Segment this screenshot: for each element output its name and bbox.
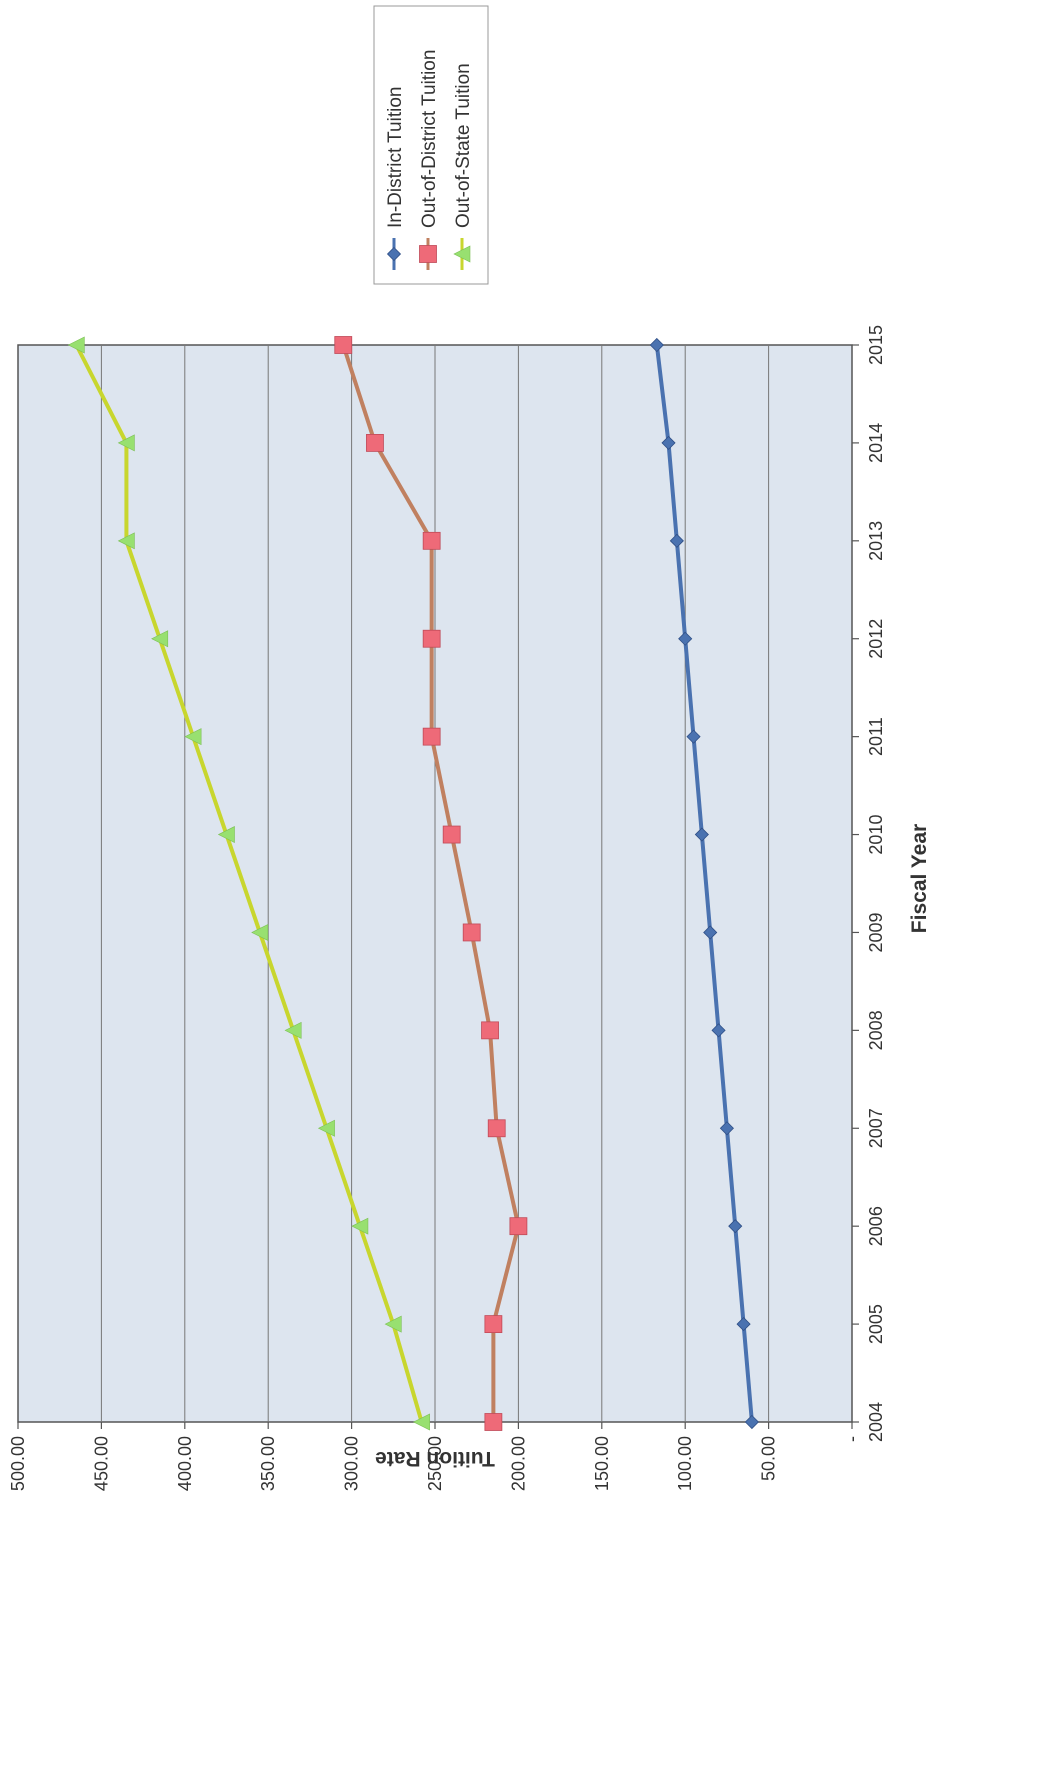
x-tick-label: 2014 — [866, 423, 886, 463]
data-point-marker — [422, 629, 441, 648]
data-point-marker — [251, 923, 269, 941]
y-tick-label: 250.00 — [425, 1436, 445, 1491]
x-tick-label: 2004 — [866, 1402, 886, 1442]
series-1 — [649, 337, 759, 1430]
x-tick-label: 2011 — [866, 717, 886, 756]
y-tick-label: - — [842, 1436, 862, 1442]
data-point-marker — [412, 1413, 430, 1431]
data-point-marker — [509, 1217, 528, 1236]
data-point-marker — [744, 1414, 759, 1430]
x-tick-label: 2013 — [866, 521, 886, 561]
data-point-marker — [284, 1021, 302, 1039]
legend-label: Out-of-State Tuition — [453, 63, 474, 228]
x-tick-label: 2012 — [866, 619, 886, 659]
plot-area: 2004 2005 2006 2007 2008 2009 2010 2011 2012 2013… — [8, 325, 886, 1491]
data-point-marker — [678, 631, 693, 646]
data-point-marker — [649, 337, 664, 353]
series-3 — [67, 336, 430, 1431]
data-point-marker — [422, 727, 441, 746]
series-line — [74, 344, 424, 1423]
y-axis-title: Tuition Rate — [375, 1447, 495, 1470]
data-point-marker — [117, 434, 135, 452]
y-tick-label: 50.00 — [759, 1436, 779, 1481]
data-point-marker — [711, 1023, 726, 1038]
legend-box — [373, 5, 489, 285]
data-point-marker — [334, 336, 353, 354]
data-point-marker — [484, 1413, 503, 1431]
data-point-marker — [453, 245, 471, 263]
y-tick-label: 400.00 — [175, 1436, 195, 1491]
legend-item: Out-of-District Tuition — [419, 50, 440, 270]
y-tick-label: 100.00 — [675, 1436, 695, 1491]
y-tick-label: 300.00 — [342, 1436, 362, 1491]
y-tick-label: 200.00 — [508, 1436, 528, 1491]
x-tick-label: 2007 — [866, 1108, 886, 1148]
data-point-marker — [442, 825, 461, 844]
data-point-marker — [686, 729, 701, 744]
x-tick-label: 2015 — [866, 325, 886, 365]
x-tick-label: 2009 — [866, 912, 886, 952]
data-point-marker — [481, 1021, 499, 1040]
y-tick-label: 450.00 — [91, 1436, 111, 1491]
data-point-marker — [694, 827, 709, 842]
y-tick-label: 500.00 — [8, 1436, 28, 1491]
legend-item: In-District Tuition — [385, 87, 406, 270]
data-point-marker — [728, 1219, 743, 1234]
x-tick-label: 2008 — [866, 1010, 886, 1050]
series-line — [341, 344, 521, 1422]
data-point-marker — [736, 1317, 751, 1332]
legend: In-District Tuition Out-of-District Tuiti… — [373, 5, 489, 285]
data-point-marker — [366, 434, 384, 452]
x-axis-ticks: 2004 2005 2006 2007 2008 2009 2010 2011 2012 2013… — [852, 325, 886, 1442]
legend-item: Out-of-State Tuition — [453, 63, 474, 270]
data-point-marker — [719, 1121, 734, 1136]
data-point-marker — [67, 336, 85, 354]
data-point-marker — [487, 1119, 506, 1138]
x-tick-label: 2010 — [866, 815, 886, 855]
series-2 — [334, 336, 528, 1431]
data-point-marker — [117, 532, 135, 550]
data-point-marker — [669, 533, 684, 548]
x-axis-title: Fiscal Year — [908, 824, 931, 933]
data-point-marker — [151, 630, 169, 648]
data-point-marker — [422, 531, 441, 550]
data-point-marker — [351, 1217, 369, 1235]
data-point-marker — [661, 435, 676, 450]
y-axis-ticks: - 50.00 100.00 150.00 200.00 250.00 300.00 350.… — [8, 1422, 862, 1491]
data-point-marker — [703, 925, 718, 940]
data-point-marker — [386, 246, 402, 262]
data-point-marker — [317, 1119, 335, 1137]
data-point-marker — [462, 923, 481, 942]
x-tick-label: 2005 — [866, 1304, 886, 1344]
series-line — [654, 344, 754, 1423]
legend-label: In-District Tuition — [385, 87, 406, 228]
data-point-marker — [184, 728, 202, 746]
data-point-marker — [419, 245, 437, 263]
data-point-marker — [384, 1315, 402, 1333]
series-layer — [67, 336, 759, 1431]
y-tick-label: 150.00 — [592, 1436, 612, 1491]
data-point-marker — [217, 826, 235, 844]
legend-label: Out-of-District Tuition — [419, 50, 440, 228]
x-tick-label: 2006 — [866, 1206, 886, 1246]
data-point-marker — [484, 1315, 503, 1333]
grid-lines — [100, 345, 770, 1422]
y-tick-label: 350.00 — [258, 1436, 278, 1491]
